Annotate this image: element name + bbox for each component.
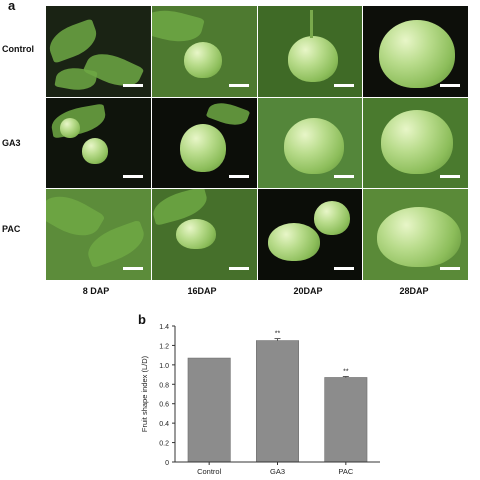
y-axis-label: Fruit shape index (L/D)	[140, 355, 149, 432]
y-tick-label: 1.0	[159, 363, 169, 370]
y-tick-label: 0.6	[159, 402, 169, 409]
panel-b-letter: b	[138, 312, 146, 327]
scale-bar	[228, 83, 249, 87]
bar	[256, 340, 299, 463]
scale-bar	[122, 266, 143, 270]
row-label-pac: PAC	[2, 224, 21, 234]
y-tick-label: 1.4	[159, 324, 169, 331]
scale-bar	[122, 83, 143, 87]
scale-bar	[440, 83, 460, 87]
photo-ga3-8dap	[46, 97, 151, 189]
scale-bar	[228, 175, 249, 179]
scale-bar	[334, 175, 355, 179]
photo-ga3-28dap	[363, 97, 468, 189]
photo-control-8dap	[46, 6, 151, 97]
scale-bar	[122, 175, 143, 179]
photo-control-16dap	[151, 6, 257, 97]
panel-a-letter: a	[8, 0, 16, 13]
y-tick-label: 0.2	[159, 441, 169, 448]
y-tick-label: 0	[165, 460, 169, 467]
photo-control-28dap	[363, 6, 468, 97]
row-label-control: Control	[2, 44, 34, 54]
scale-bar	[334, 266, 355, 270]
scale-bar	[334, 83, 355, 87]
bar	[324, 377, 368, 463]
x-tick-label: Control	[197, 467, 222, 476]
significance-label: **	[343, 369, 349, 376]
x-tick-label: GA3	[270, 467, 285, 476]
photo-pac-16dap	[151, 189, 257, 280]
y-tick-label: 0.4	[159, 421, 169, 428]
significance-label: **	[275, 331, 281, 338]
col-label-16dap: 16DAP	[187, 286, 217, 296]
scale-bar	[440, 266, 460, 270]
photo-pac-28dap	[363, 189, 468, 280]
col-label-20dap: 20DAP	[293, 286, 323, 296]
row-label-ga3: GA3	[2, 138, 21, 148]
x-tick-label: PAC	[338, 467, 353, 476]
photo-ga3-16dap	[151, 97, 257, 189]
y-tick-label: 0.8	[159, 382, 169, 389]
col-label-28dap: 28DAP	[399, 286, 429, 296]
col-label-8dap: 8 DAP	[82, 286, 110, 296]
photo-pac-20dap	[257, 189, 363, 280]
photo-control-20dap	[257, 6, 363, 97]
scale-bar	[228, 266, 249, 270]
scale-bar	[440, 175, 460, 179]
fruit-photo-grid	[46, 6, 468, 280]
y-tick-label: 1.2	[159, 343, 169, 350]
bar	[187, 357, 231, 463]
photo-ga3-20dap	[257, 97, 363, 189]
photo-pac-8dap	[46, 189, 151, 280]
